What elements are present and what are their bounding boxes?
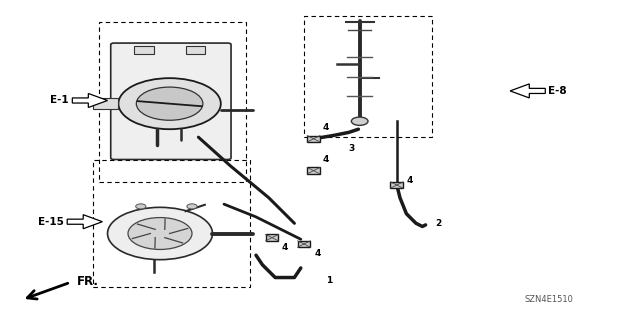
- Text: 4: 4: [315, 249, 321, 258]
- Text: 4: 4: [323, 123, 329, 132]
- Circle shape: [108, 207, 212, 260]
- Bar: [304, 16, 432, 137]
- Circle shape: [187, 204, 197, 209]
- Polygon shape: [510, 84, 545, 98]
- Text: E-15: E-15: [38, 217, 64, 227]
- Circle shape: [136, 204, 146, 209]
- Circle shape: [351, 117, 368, 125]
- Text: E-8: E-8: [548, 86, 567, 96]
- Text: E-1: E-1: [51, 95, 69, 106]
- Circle shape: [128, 218, 192, 249]
- Bar: [93, 160, 250, 287]
- FancyBboxPatch shape: [111, 43, 231, 160]
- Bar: [134, 46, 154, 54]
- Bar: [298, 241, 310, 247]
- Bar: [266, 234, 278, 241]
- Bar: [390, 182, 403, 188]
- Bar: [99, 22, 246, 182]
- Text: 1: 1: [326, 276, 333, 285]
- Text: 3: 3: [349, 144, 355, 153]
- Text: SZN4E1510: SZN4E1510: [525, 295, 573, 304]
- Text: 4: 4: [323, 155, 329, 164]
- Polygon shape: [67, 215, 102, 229]
- Text: 4: 4: [282, 243, 288, 252]
- Bar: [307, 136, 320, 142]
- Text: FR.: FR.: [77, 275, 99, 288]
- Bar: [93, 98, 118, 109]
- Polygon shape: [72, 93, 108, 108]
- Circle shape: [136, 87, 203, 120]
- Bar: [186, 46, 205, 54]
- Text: 4: 4: [406, 176, 413, 185]
- Text: 2: 2: [435, 219, 442, 228]
- Bar: [307, 167, 320, 174]
- Circle shape: [118, 78, 221, 129]
